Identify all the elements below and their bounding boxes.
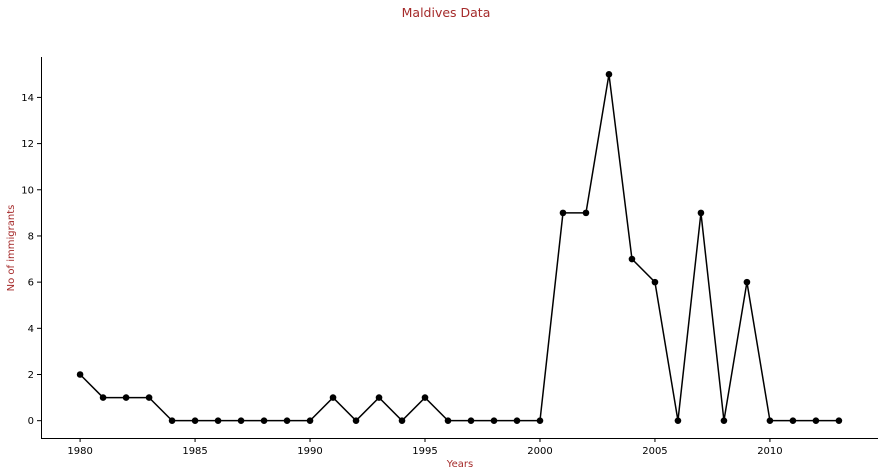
y-axis-label: No of immigrants [6, 205, 17, 292]
data-point [605, 71, 613, 78]
x-tick-label: 1985 [182, 446, 207, 457]
data-point [536, 417, 544, 424]
data-point [812, 417, 820, 424]
chart-title: Maldives Data [402, 5, 491, 20]
data-markers [76, 71, 843, 424]
x-tick-label: 1980 [67, 446, 92, 457]
data-point [513, 417, 521, 424]
data-point [398, 417, 406, 424]
data-point [306, 417, 314, 424]
x-ticks: 1980 1985 1990 1995 2000 2005 2010 [67, 438, 783, 457]
y-tick-label: 2 [28, 370, 34, 381]
y-ticks: 0 2 4 6 8 10 12 14 [21, 93, 41, 427]
x-tick-label: 2010 [757, 446, 782, 457]
data-point [260, 417, 268, 424]
data-point [835, 417, 843, 424]
data-point [674, 417, 682, 424]
y-tick-label: 4 [28, 324, 34, 335]
data-point [329, 394, 337, 401]
data-point [352, 417, 360, 424]
y-tick-label: 12 [21, 139, 34, 150]
data-point [628, 255, 636, 263]
data-point [375, 394, 383, 401]
data-point [789, 417, 797, 424]
data-point [168, 417, 176, 424]
data-point [582, 209, 590, 217]
data-point [766, 417, 774, 424]
data-point [145, 394, 153, 401]
series-line [79, 74, 839, 422]
x-tick-label: 2000 [527, 446, 552, 457]
data-point [697, 209, 705, 217]
data-point [283, 417, 291, 424]
data-point [191, 417, 199, 424]
data-point [99, 394, 107, 401]
y-tick-label: 10 [21, 185, 34, 196]
x-tick-label: 2005 [642, 446, 667, 457]
y-tick-label: 14 [21, 93, 34, 104]
data-point [237, 417, 245, 424]
x-tick-label: 1990 [297, 446, 322, 457]
data-point [444, 417, 452, 424]
y-tick-label: 8 [28, 231, 34, 242]
data-point [214, 417, 222, 424]
data-point [651, 278, 659, 286]
data-point [490, 417, 498, 424]
data-point [421, 394, 429, 401]
y-tick-label: 0 [28, 416, 34, 427]
data-point [122, 394, 130, 401]
data-point [559, 209, 567, 217]
data-point [76, 371, 84, 378]
data-point [720, 417, 728, 424]
y-tick-label: 6 [28, 278, 34, 289]
data-point [743, 278, 751, 286]
x-axis-label: Years [446, 459, 473, 470]
data-point [467, 417, 475, 424]
x-tick-label: 1995 [412, 446, 437, 457]
